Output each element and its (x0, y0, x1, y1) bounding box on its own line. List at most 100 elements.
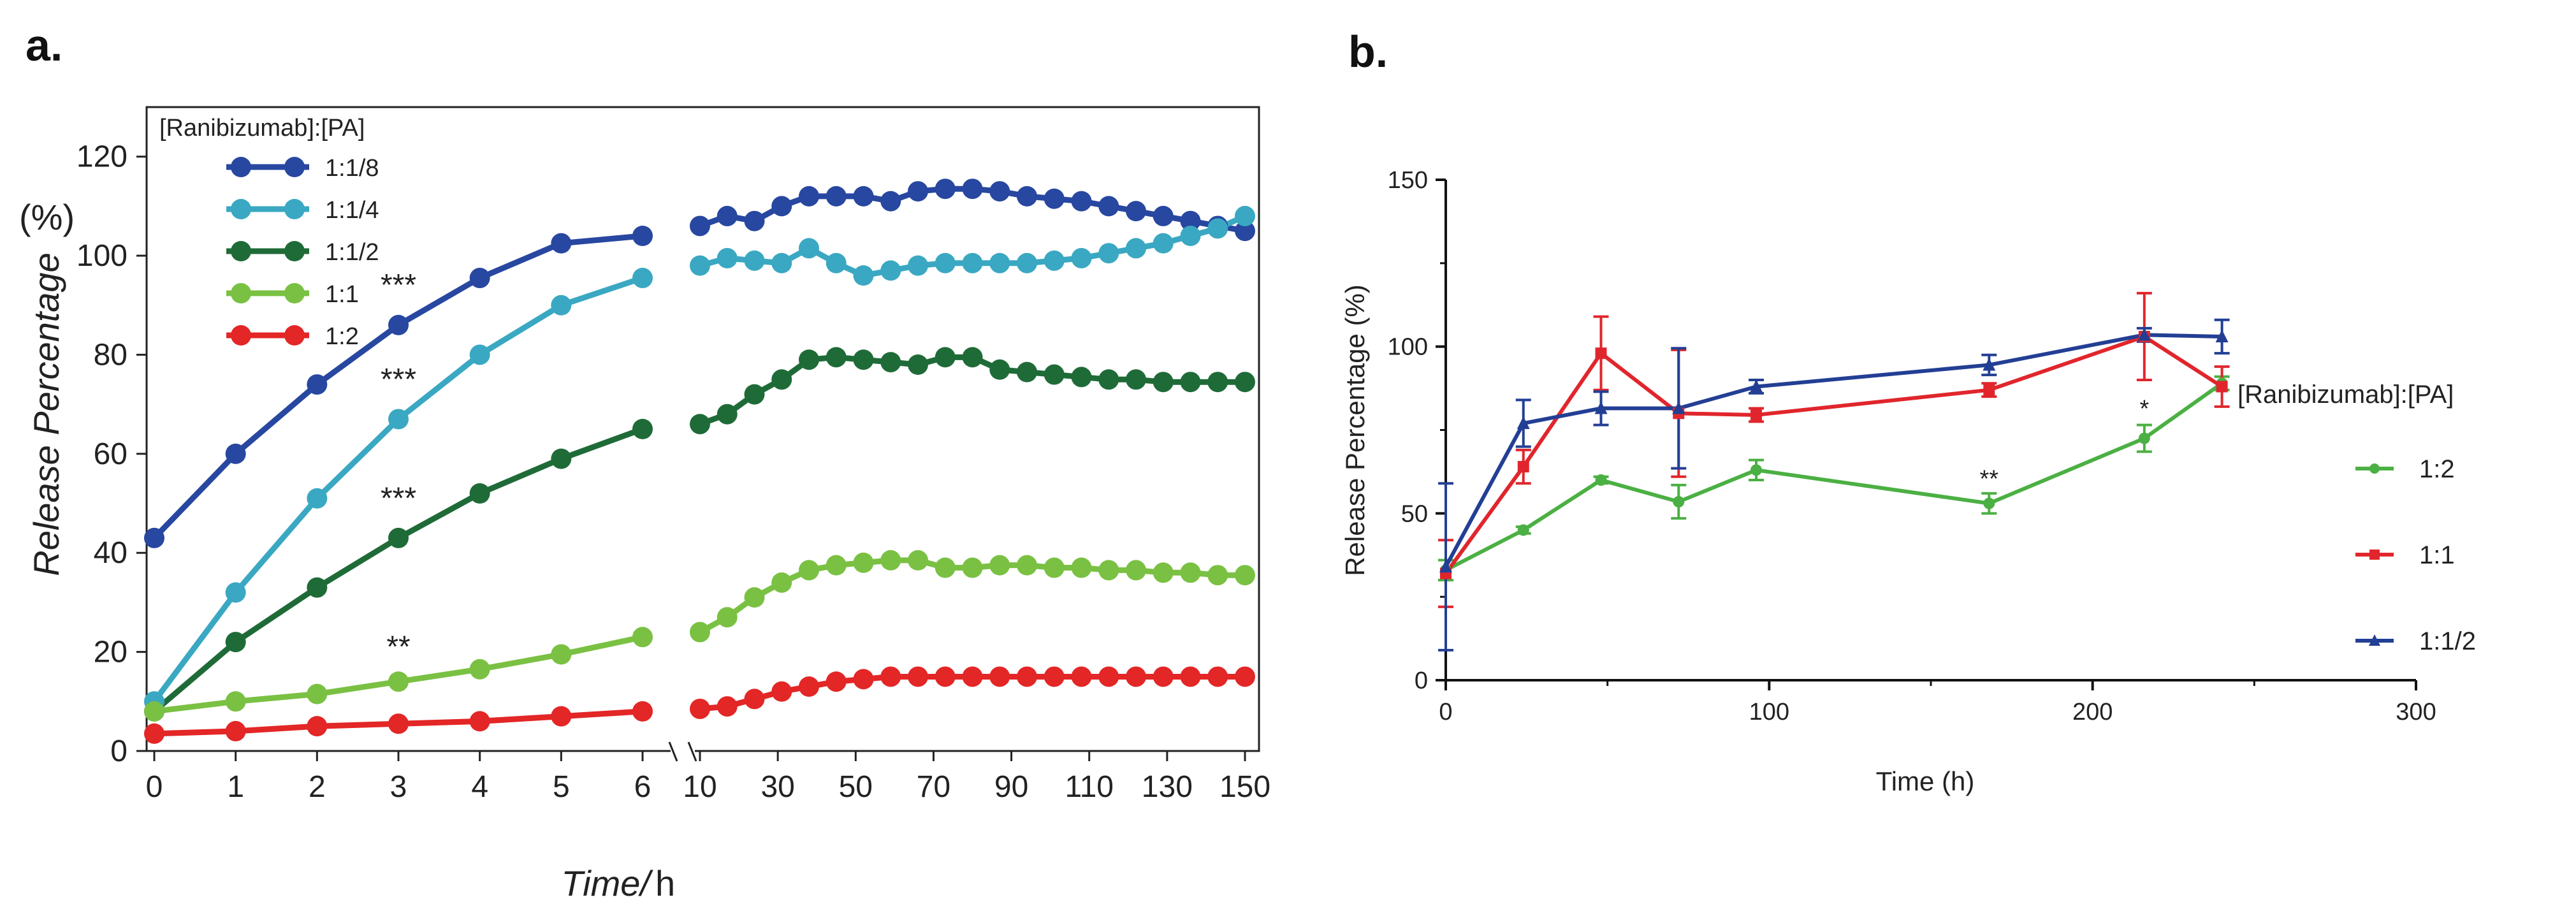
legend-marker-1:1/2 (284, 241, 305, 261)
data-point-1:1/8 (853, 186, 874, 207)
legend-marker-1:1/8 (231, 157, 251, 177)
data-point-1:1/8 (880, 191, 901, 212)
significance-marker: * (2139, 396, 2149, 423)
data-point-1:1 (1017, 555, 1037, 576)
data-point-1:1/8 (1235, 221, 1255, 242)
legend-label-1:1: 1:1 (2419, 541, 2455, 569)
data-point-1:1/2 (1439, 560, 1452, 573)
data-point-1:1/2 (799, 349, 819, 370)
data-point-1:1/8 (935, 178, 956, 200)
data-point-1:1 (935, 557, 956, 578)
data-point-1:1/4 (744, 250, 765, 271)
y-tick-label: 0 (1415, 667, 1428, 694)
data-point-1:1/2 (1017, 361, 1037, 382)
data-point-1:1/8 (962, 178, 983, 200)
data-point-1:1/4 (632, 268, 653, 289)
data-point-1:1/8 (1044, 188, 1065, 209)
data-point-1:1/2 (989, 359, 1010, 380)
data-point-1:2 (1180, 666, 1201, 687)
data-point-1:1/2 (744, 384, 765, 405)
y-tick-label: 20 (94, 636, 127, 669)
data-point-1:2 (690, 698, 710, 719)
data-point-1:1/2 (853, 349, 874, 370)
legend-marker-1:2 (284, 325, 305, 346)
panel-b-y-ticks: 0 50 100 150 (1388, 167, 1446, 694)
panel-b-legend-title: [Ranibizumab]:[PA] (2238, 381, 2454, 409)
data-point-1:1/2 (1983, 358, 1996, 371)
x-tick-label: 6 (634, 770, 651, 804)
series-line-1:1 (1444, 334, 2223, 575)
panel-a-x-axis-title: Time/ (561, 863, 653, 903)
data-point-1:2 (989, 666, 1010, 687)
data-point-1:1/2 (1235, 372, 1255, 393)
data-point-1:2 (1235, 666, 1255, 687)
x-tick-label: 90 (994, 770, 1028, 804)
data-point-1:1 (1180, 562, 1201, 583)
data-point-1:2 (307, 716, 328, 737)
data-point-1:1 (989, 555, 1010, 576)
x-tick-label: 0 (1439, 699, 1452, 725)
data-point-1:2 (1044, 666, 1065, 687)
data-point-1:2 (799, 676, 819, 697)
panel-a-chart: a. 0 20 40 60 80 100 120 0 1 2 3 4 5 6 10 30 50 70 90 110 1… (19, 20, 1270, 903)
data-point-1:1/4 (225, 582, 246, 603)
data-point-1:1/4 (1044, 250, 1065, 271)
x-tick-label: 4 (471, 770, 488, 804)
data-point-1:2 (1750, 464, 1763, 476)
data-point-1:1/2 (388, 527, 409, 548)
data-point-1:1/2 (935, 347, 956, 368)
data-point-1:1/8 (826, 186, 847, 207)
data-point-1:1 (771, 572, 792, 593)
data-point-1:1 (880, 550, 901, 571)
data-point-1:2 (717, 696, 738, 717)
data-point-1:1/8 (144, 527, 164, 548)
panel-a-label: a. (25, 20, 62, 70)
data-point-1:1/4 (880, 260, 901, 281)
data-point-1:1 (908, 550, 928, 571)
data-point-1:1 (1153, 562, 1174, 583)
data-point-1:2 (744, 688, 765, 710)
significance-marker: *** (381, 363, 416, 397)
data-point-1:1/8 (469, 268, 490, 289)
y-tick-label: 50 (1401, 500, 1428, 527)
legend-marker-1:1/2 (231, 241, 251, 261)
panel-b-error-bars (1438, 291, 2230, 652)
data-point-1:1/8 (1180, 210, 1201, 231)
x-tick-label: 1 (227, 770, 244, 804)
data-point-1:1 (1044, 557, 1065, 578)
panel-a-y-ticks: 0 20 40 60 80 100 120 (76, 140, 147, 768)
data-point-1:2 (551, 706, 572, 727)
data-point-1:1 (225, 691, 246, 712)
legend-marker-1:1 (231, 283, 251, 303)
data-point-1:1/2 (771, 369, 792, 390)
data-point-1:1/2 (469, 483, 490, 504)
data-point-1:1 (307, 683, 328, 704)
data-point-1:2 (962, 666, 983, 687)
y-tick-label: 60 (94, 437, 127, 471)
data-point-1:1 (1098, 560, 1119, 581)
data-point-1:1/2 (551, 448, 572, 469)
panel-a-legend: [Ranibizumab]:[PA] 1:1/8 1:1/4 1:1/2 1:1 1:2 (159, 115, 379, 350)
y-tick-label: 100 (76, 239, 127, 273)
data-point-1:1/8 (632, 226, 653, 246)
data-point-1:1/2 (1207, 372, 1228, 393)
data-point-1:1/4 (1207, 218, 1228, 239)
data-point-1:1/8 (908, 181, 928, 202)
legend-marker-1:1/4 (284, 199, 305, 219)
series-line-1:2 (1444, 381, 2223, 572)
data-point-1:2 (771, 681, 792, 702)
data-point-1:2 (1126, 666, 1146, 687)
data-point-1:2 (1983, 497, 1995, 509)
panel-b-legend: [Ranibizumab]:[PA] 1:2 1:1 1:1/2 (2238, 381, 2476, 655)
x-tick-label: 100 (1749, 699, 1789, 725)
data-point-1:1 (1750, 409, 1763, 421)
data-point-1:1/4 (1098, 243, 1119, 264)
panel-a-plot-frame (145, 106, 1260, 752)
data-point-1:1 (2216, 381, 2228, 393)
y-tick-label: 150 (1388, 167, 1428, 194)
data-point-1:1/2 (908, 354, 928, 375)
panel-a-annotations: *********** (381, 268, 416, 664)
data-point-1:2 (1673, 496, 1685, 508)
data-point-1:1/4 (1017, 252, 1037, 273)
data-point-1:1/4 (690, 255, 710, 276)
